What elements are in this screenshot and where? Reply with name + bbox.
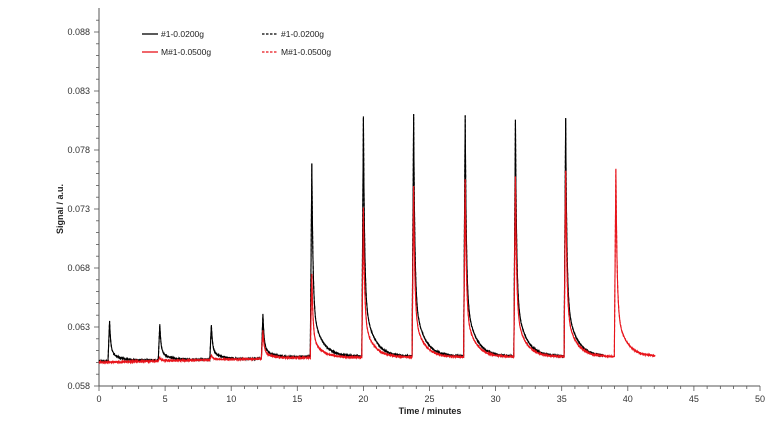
x-tick-label: 50 (755, 394, 765, 404)
legend-label: #1-0.0200g (281, 29, 324, 39)
x-tick-label: 15 (292, 394, 302, 404)
series-line-1 (98, 114, 605, 364)
x-tick-label: 25 (424, 394, 434, 404)
y-tick-label: 0.073 (67, 204, 90, 214)
x-axis-title: Time / minutes (399, 406, 462, 416)
y-axis-title: Signal / a.u. (55, 184, 65, 234)
series-lines (98, 114, 656, 366)
x-tick-label: 10 (226, 394, 236, 404)
x-tick-label: 5 (163, 394, 168, 404)
legend: #1-0.0200g #1-0.0200g M#1-0.0500g M#1-0.050… (142, 29, 331, 57)
axes: 0 5 10 15 20 25 30 35 40 45 50 0.058 0.063 0.068 0.073… (67, 8, 765, 404)
x-tick-label: 40 (623, 394, 633, 404)
x-tick-label: 45 (689, 394, 699, 404)
y-tick-label: 0.058 (67, 381, 90, 391)
x-tick-label: 0 (96, 394, 101, 404)
y-tick-label: 0.083 (67, 86, 90, 96)
x-tick-label: 20 (358, 394, 368, 404)
y-tick-label: 0.063 (67, 322, 90, 332)
legend-label: M#1-0.0500g (161, 47, 211, 57)
legend-label: M#1-0.0500g (281, 47, 331, 57)
y-tick-label: 0.088 (67, 27, 90, 37)
series-line-4 (98, 168, 656, 366)
series-line-2 (98, 114, 605, 364)
y-tick-label: 0.068 (67, 263, 90, 273)
x-tick-label: 30 (491, 394, 501, 404)
legend-label: #1-0.0200g (161, 29, 204, 39)
y-tick-label: 0.078 (67, 145, 90, 155)
x-tick-label: 35 (557, 394, 567, 404)
